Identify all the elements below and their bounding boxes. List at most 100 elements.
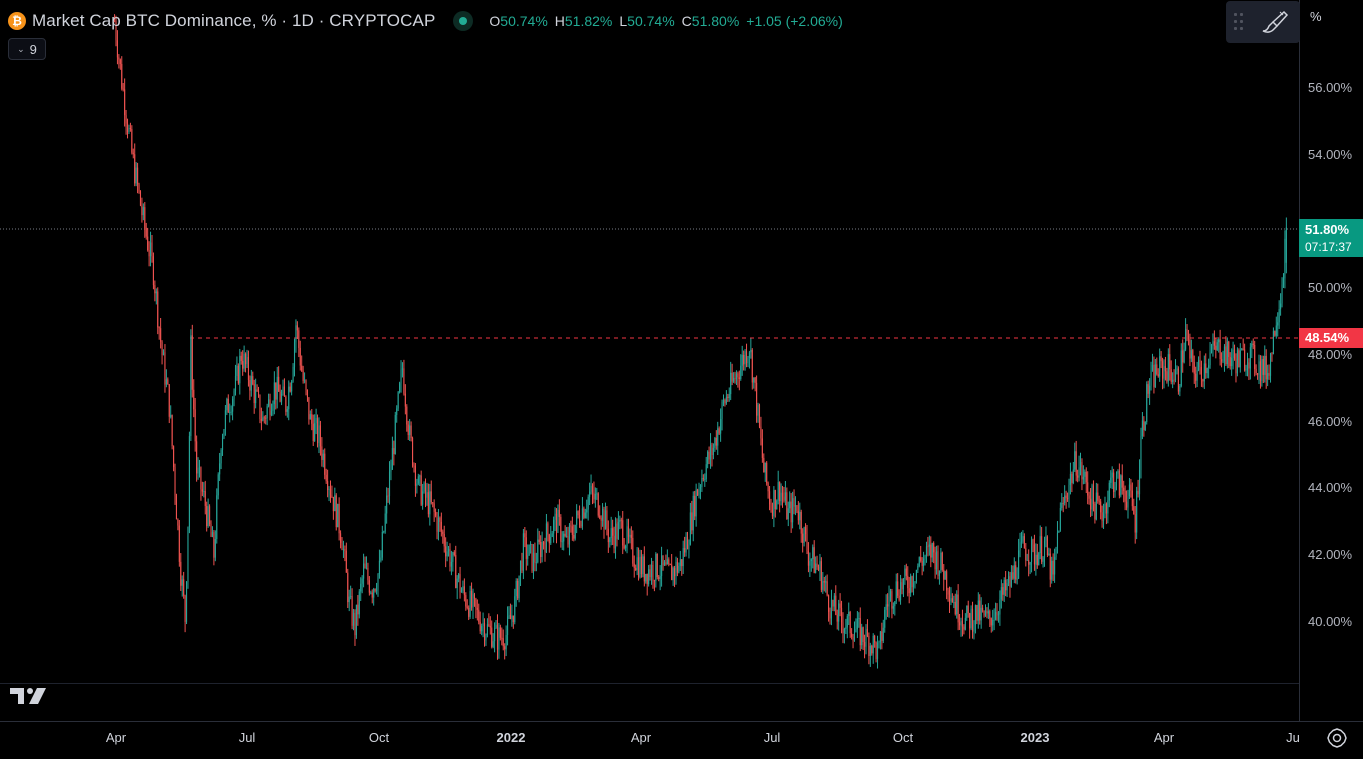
candle [1195, 373, 1197, 381]
candle [1118, 470, 1120, 496]
candle [1016, 578, 1018, 580]
ohlc-low-key: L [619, 13, 628, 29]
candle [629, 534, 631, 537]
candle [799, 511, 801, 521]
candle [145, 228, 147, 237]
candle [1202, 379, 1204, 382]
candle [316, 418, 319, 443]
candle [239, 355, 241, 384]
candle [164, 352, 166, 385]
candle [219, 463, 221, 475]
candle [475, 598, 477, 608]
candle [174, 467, 176, 496]
candle [692, 495, 694, 531]
candle [727, 396, 729, 398]
gear-icon[interactable] [1326, 727, 1348, 749]
candle [557, 509, 559, 533]
candle [116, 40, 118, 58]
candle [319, 425, 321, 447]
candle [1209, 352, 1211, 366]
candle [1147, 384, 1149, 394]
candle [548, 534, 550, 544]
candle [590, 485, 592, 492]
candle [1189, 339, 1191, 359]
candle [638, 557, 640, 577]
candle [210, 523, 212, 537]
candle [558, 509, 560, 517]
candle [676, 561, 678, 573]
candle [1061, 502, 1063, 508]
candle [1150, 370, 1152, 386]
candle [999, 599, 1001, 615]
candle [977, 600, 979, 621]
brush-icon[interactable] [1260, 9, 1290, 35]
candle [957, 594, 959, 623]
candle [236, 365, 238, 376]
candle [956, 594, 958, 615]
candle [941, 552, 943, 570]
candle [1105, 503, 1107, 514]
candle [1280, 303, 1282, 310]
tradingview-logo-icon[interactable] [10, 686, 48, 706]
candle [715, 437, 717, 446]
indicators-count: 9 [29, 41, 37, 57]
candle [1264, 355, 1266, 375]
candle [1176, 368, 1178, 371]
candle [884, 609, 886, 628]
drawing-toolbar[interactable] [1226, 1, 1300, 43]
candle [301, 365, 303, 371]
candle [1036, 554, 1038, 566]
candle [250, 376, 252, 391]
candle [147, 236, 149, 251]
market-status-icon[interactable] [453, 11, 474, 31]
candle [849, 611, 851, 634]
candle [623, 545, 625, 549]
candle [649, 569, 651, 578]
candle [669, 564, 671, 566]
candle [983, 610, 985, 616]
candle [544, 544, 546, 553]
candle [900, 582, 902, 601]
candle [476, 607, 478, 610]
indicators-toggle-button[interactable]: ⌄ 9 [8, 38, 46, 60]
ohlc-open-key: O [489, 13, 501, 29]
candle [132, 152, 134, 155]
chart-legend-header[interactable]: ₿ Market Cap BTC Dominance, % · 1D · CRY… [8, 8, 843, 34]
candle [812, 547, 814, 560]
candle [964, 617, 966, 630]
drag-handle-icon[interactable] [1234, 13, 1244, 31]
candle [839, 603, 841, 608]
candle [1094, 503, 1096, 520]
candle [232, 398, 234, 412]
candle [413, 465, 415, 467]
candle [1056, 532, 1059, 548]
candle [1228, 341, 1230, 357]
candle [1275, 325, 1277, 336]
bar-countdown: 07:17:37 [1305, 240, 1352, 254]
candle [887, 604, 889, 607]
candle [443, 533, 445, 547]
candle [879, 631, 881, 643]
candle [725, 396, 727, 404]
candle [525, 537, 527, 559]
candle [1200, 367, 1202, 380]
candle [1007, 576, 1010, 584]
candle [996, 612, 998, 615]
candle [1003, 580, 1005, 595]
candle [233, 391, 235, 399]
candle [951, 598, 953, 603]
symbol-title[interactable]: Market Cap BTC Dominance, % · 1D · CRYPT… [32, 11, 436, 30]
candle [838, 603, 840, 622]
candle [806, 534, 808, 552]
candle [613, 535, 615, 549]
candle [568, 525, 571, 545]
candle [273, 382, 275, 405]
candle [632, 537, 634, 564]
candle [358, 591, 360, 615]
candle [1187, 335, 1190, 340]
level-price-tag[interactable]: 48.54% [1299, 328, 1363, 348]
candle [966, 605, 968, 618]
candle [260, 419, 262, 421]
candle [606, 510, 608, 529]
